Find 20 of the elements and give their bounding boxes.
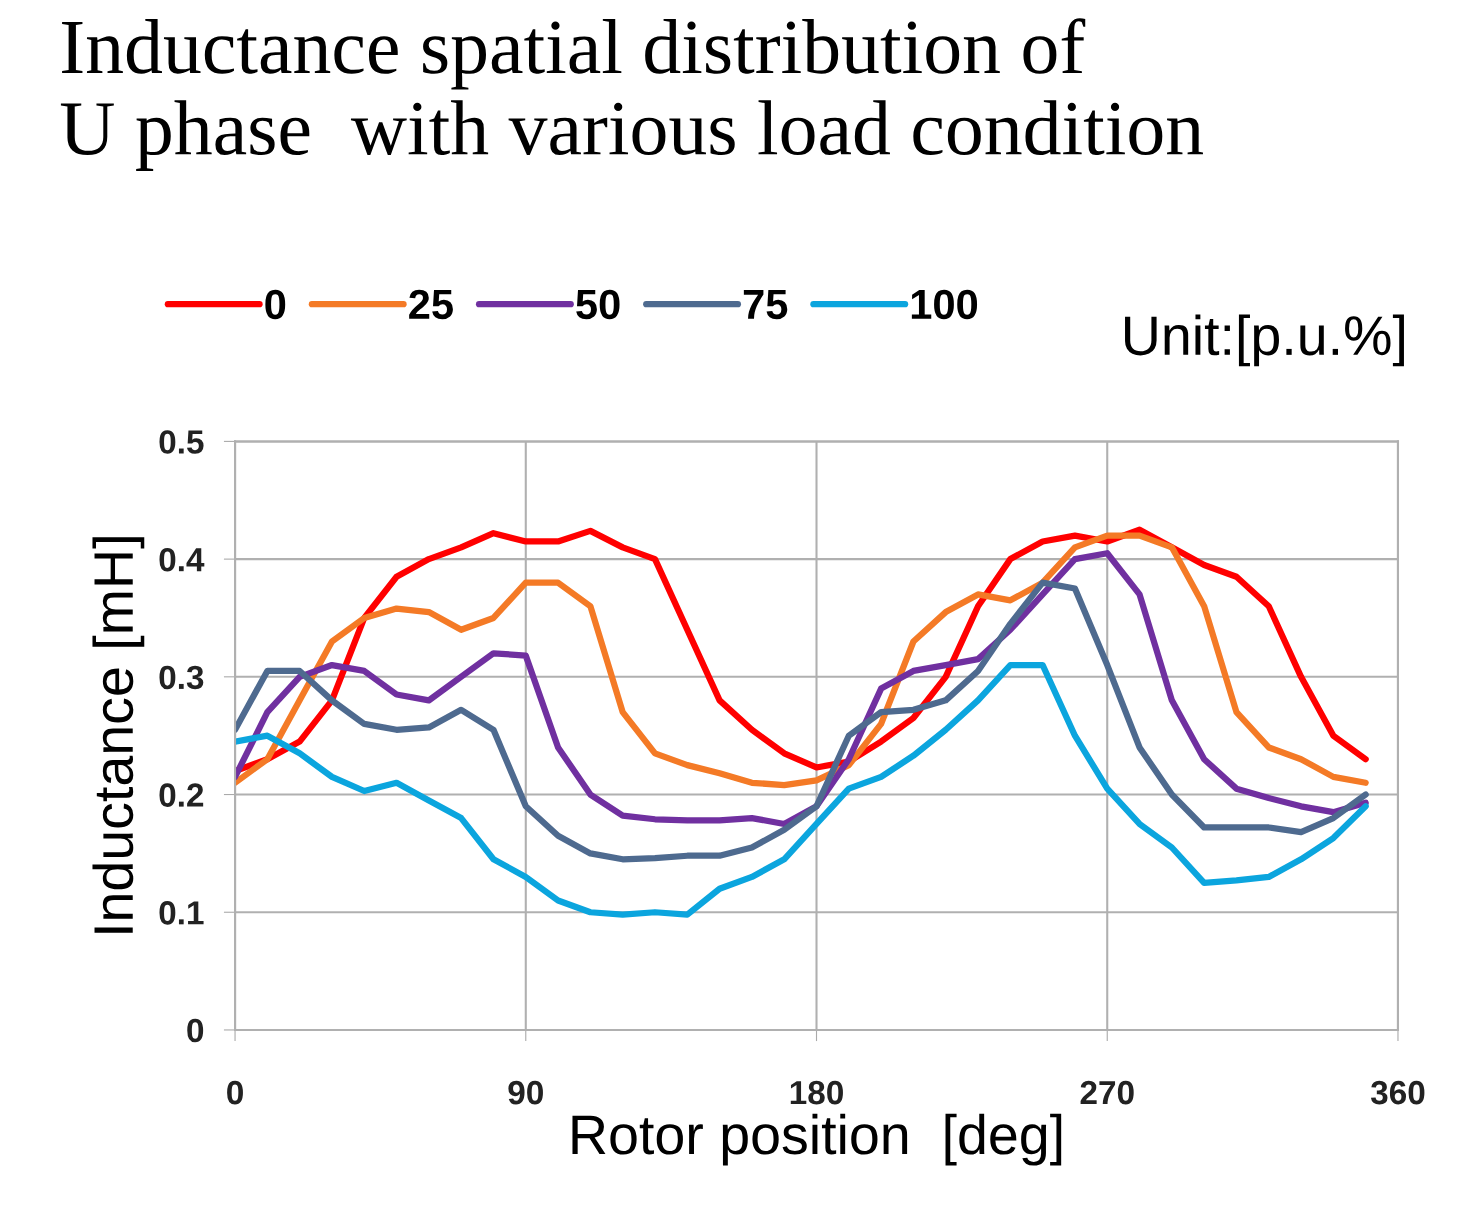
y-axis-title: Inductance [mH] <box>92 537 145 933</box>
y-tick-label: 0.3 <box>159 665 204 690</box>
x-tick-label: 180 <box>790 1080 843 1105</box>
y-tick-label: 0 <box>187 1018 204 1043</box>
chart-title: Inductance spatial distribution of U phase with various load condition <box>60 18 1203 171</box>
text: Unit:[p.u.%] <box>1125 314 1404 367</box>
y-tick-label: 0.1 <box>159 901 204 925</box>
x-tick-label: 90 <box>508 1080 543 1105</box>
legend-label: 25 <box>409 289 453 320</box>
x-axis-title: Rotor position [deg] <box>572 1113 1062 1166</box>
y-tick-label: 0.5 <box>159 430 204 454</box>
x-tick-label: 0 <box>227 1080 243 1105</box>
legend-label: 0 <box>265 289 286 320</box>
legend-label: 75 <box>743 290 788 320</box>
x-tick-label: 360 <box>1370 1080 1425 1105</box>
y-tick-label: 0.2 <box>159 783 204 807</box>
y-tick-label: 0.4 <box>159 547 205 572</box>
x-tick-label: 270 <box>1080 1080 1134 1105</box>
legend-label: 100 <box>911 289 978 320</box>
legend-label: 50 <box>576 289 620 320</box>
